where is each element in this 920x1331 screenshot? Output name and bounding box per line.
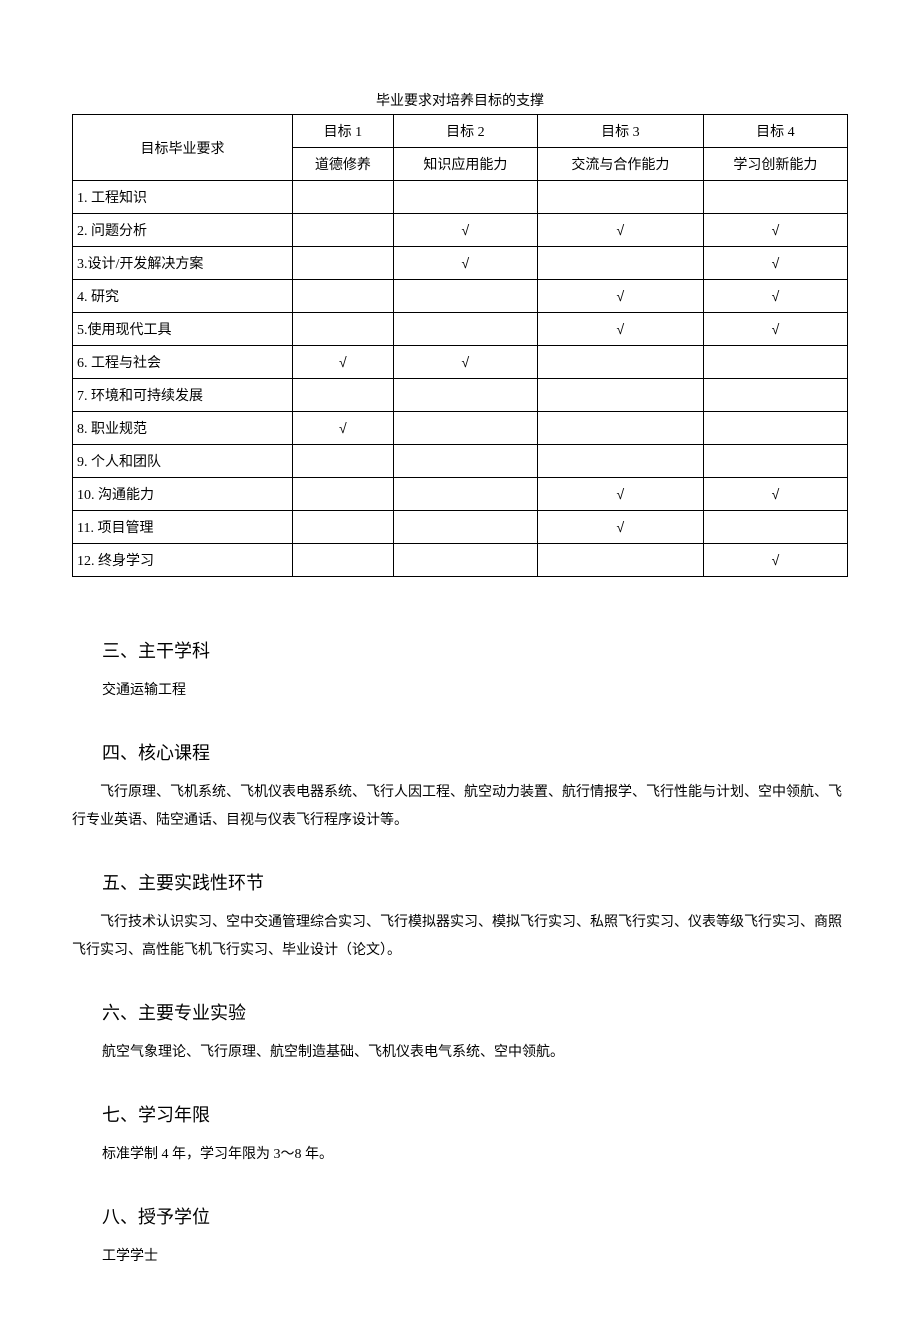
table-row: 6. 工程与社会√√ [73, 346, 848, 379]
goal-desc-1: 道德修养 [293, 148, 394, 181]
matrix-cell [293, 247, 394, 280]
matrix-cell [293, 511, 394, 544]
matrix-cell [293, 313, 394, 346]
section-heading: 八、授予学位 [72, 1203, 848, 1229]
matrix-cell [703, 511, 847, 544]
row-label: 2. 问题分析 [73, 214, 293, 247]
matrix-cell [393, 478, 537, 511]
corner-header: 目标毕业要求 [73, 115, 293, 181]
section-body: 飞行原理、飞机系统、飞机仪表电器系统、飞行人因工程、航空动力装置、航行情报学、飞… [72, 779, 848, 835]
matrix-cell [293, 445, 394, 478]
table-row: 3.设计/开发解决方案 √ √ [73, 247, 848, 280]
goal-header-1: 目标 1 [293, 115, 394, 148]
row-label: 7. 环境和可持续发展 [73, 379, 293, 412]
matrix-cell [293, 214, 394, 247]
matrix-cell [393, 379, 537, 412]
matrix-cell [393, 445, 537, 478]
requirements-matrix-table: 目标毕业要求 目标 1 目标 2 目标 3 目标 4 道德修养 知识应用能力 交… [72, 114, 848, 577]
section-heading: 四、核心课程 [72, 739, 848, 765]
row-label: 8. 职业规范 [73, 412, 293, 445]
section-heading: 七、学习年限 [72, 1101, 848, 1127]
table-title: 毕业要求对培养目标的支撑 [72, 90, 848, 110]
table-row: 8. 职业规范√ [73, 412, 848, 445]
matrix-cell [537, 412, 703, 445]
matrix-cell [293, 379, 394, 412]
row-label: 4. 研究 [73, 280, 293, 313]
matrix-cell [293, 181, 394, 214]
goal-header-3: 目标 3 [537, 115, 703, 148]
table-row: 5.使用现代工具 √√ [73, 313, 848, 346]
row-label: 5.使用现代工具 [73, 313, 293, 346]
table-row: 10. 沟通能力 √√ [73, 478, 848, 511]
row-label: 1. 工程知识 [73, 181, 293, 214]
matrix-cell [393, 511, 537, 544]
matrix-cell: √ [703, 544, 847, 577]
matrix-cell: √ [703, 313, 847, 346]
matrix-cell [393, 313, 537, 346]
row-label: 11. 项目管理 [73, 511, 293, 544]
table-row: 7. 环境和可持续发展 [73, 379, 848, 412]
matrix-cell: √ [703, 214, 847, 247]
matrix-cell: √ [393, 214, 537, 247]
matrix-cell [393, 544, 537, 577]
matrix-cell [537, 247, 703, 280]
matrix-cell: √ [537, 313, 703, 346]
section-heading: 六、主要专业实验 [72, 999, 848, 1025]
matrix-cell [293, 280, 394, 313]
matrix-cell: √ [537, 511, 703, 544]
goal-header-4: 目标 4 [703, 115, 847, 148]
section-heading: 五、主要实践性环节 [72, 869, 848, 895]
matrix-cell: √ [703, 280, 847, 313]
section-body: 交通运输工程 [72, 677, 848, 705]
matrix-cell [393, 280, 537, 313]
table-row: 11. 项目管理 √ [73, 511, 848, 544]
matrix-cell: √ [537, 214, 703, 247]
table-row: 2. 问题分析√√√ [73, 214, 848, 247]
section-heading: 三、主干学科 [72, 637, 848, 663]
goal-desc-4: 学习创新能力 [703, 148, 847, 181]
matrix-cell [703, 346, 847, 379]
row-label: 3.设计/开发解决方案 [73, 247, 293, 280]
matrix-cell: √ [537, 478, 703, 511]
matrix-cell [537, 346, 703, 379]
matrix-cell [703, 412, 847, 445]
section-body: 航空气象理论、飞行原理、航空制造基础、飞机仪表电气系统、空中领航。 [72, 1039, 848, 1067]
matrix-cell [393, 181, 537, 214]
matrix-cell: √ [703, 247, 847, 280]
section-body: 标准学制 4 年，学习年限为 3～8 年。 [72, 1141, 848, 1169]
table-row: 12. 终身学习 √ [73, 544, 848, 577]
goal-header-2: 目标 2 [393, 115, 537, 148]
row-label: 10. 沟通能力 [73, 478, 293, 511]
matrix-cell [703, 181, 847, 214]
matrix-cell [537, 379, 703, 412]
matrix-cell [703, 379, 847, 412]
matrix-cell: √ [393, 346, 537, 379]
section-body: 工学学士 [72, 1243, 848, 1271]
matrix-cell [537, 544, 703, 577]
matrix-cell: √ [537, 280, 703, 313]
row-label: 12. 终身学习 [73, 544, 293, 577]
section-body: 飞行技术认识实习、空中交通管理综合实习、飞行模拟器实习、模拟飞行实习、私照飞行实… [72, 909, 848, 965]
matrix-cell: √ [703, 478, 847, 511]
matrix-cell [537, 445, 703, 478]
table-row: 9. 个人和团队 [73, 445, 848, 478]
goal-desc-3: 交流与合作能力 [537, 148, 703, 181]
header-row-1: 目标毕业要求 目标 1 目标 2 目标 3 目标 4 [73, 115, 848, 148]
table-row: 1. 工程知识 [73, 181, 848, 214]
matrix-cell: √ [293, 346, 394, 379]
row-label: 9. 个人和团队 [73, 445, 293, 478]
row-label: 6. 工程与社会 [73, 346, 293, 379]
matrix-cell [703, 445, 847, 478]
matrix-cell: √ [293, 412, 394, 445]
matrix-cell [393, 412, 537, 445]
goal-desc-2: 知识应用能力 [393, 148, 537, 181]
matrix-cell [293, 544, 394, 577]
matrix-cell [537, 181, 703, 214]
matrix-cell: √ [393, 247, 537, 280]
table-row: 4. 研究 √√ [73, 280, 848, 313]
matrix-cell [293, 478, 394, 511]
